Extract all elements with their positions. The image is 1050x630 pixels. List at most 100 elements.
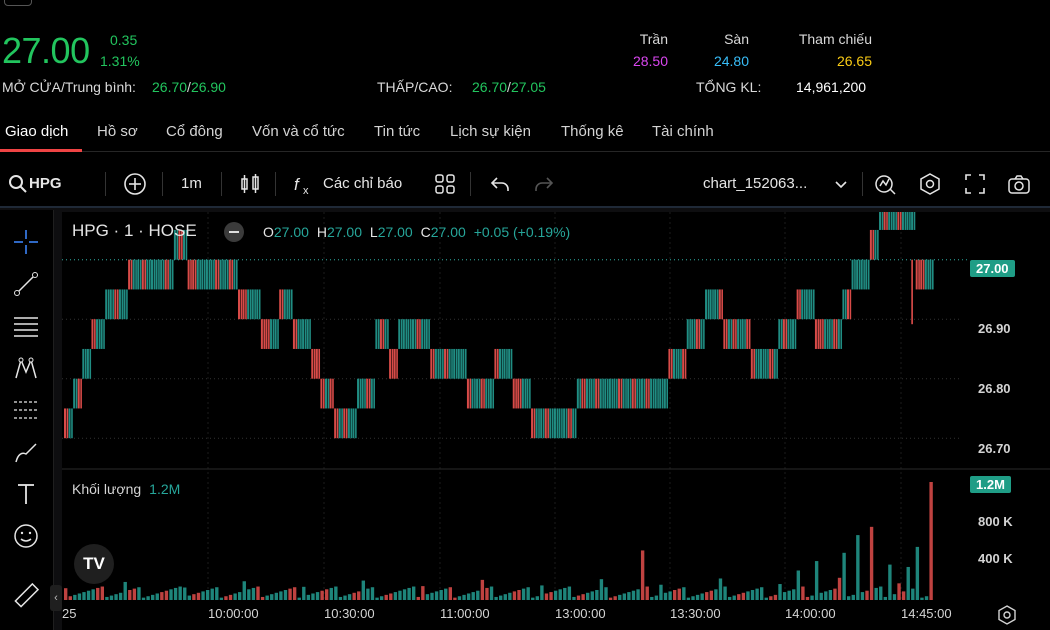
volume-bar [714,589,718,600]
redo-icon[interactable] [532,172,556,196]
text-icon[interactable] [12,480,40,508]
volume-bar [567,586,572,600]
volume-bar [746,591,750,600]
plus-circle-icon[interactable] [123,172,147,196]
volume-bar [201,591,205,600]
search-icon[interactable] [6,172,30,196]
layout-name-button[interactable]: chart_152063... [703,175,808,192]
volume-bar [389,593,393,600]
toolbar-divider [221,172,222,196]
tab-ho-so[interactable]: Hồ sơ [97,123,138,140]
camera-icon[interactable] [1007,172,1031,196]
volume-bar [517,590,521,600]
indicators-button[interactable]: Các chỉ báo [323,175,403,192]
alert-icon[interactable] [873,172,897,196]
volume-bar [448,587,453,600]
active-tab-indicator [0,149,82,152]
svg-text:f: f [294,175,301,194]
undo-icon[interactable] [488,172,512,196]
volume-bar [283,590,288,600]
tab-giao-dich[interactable]: Giao dịch [5,123,69,140]
volume-bar [650,596,654,600]
tab-lich-su-kien[interactable]: Lịch sự kiện [450,123,531,140]
volume-bar [727,596,732,600]
volume-bar [279,591,283,600]
volume-bar [503,594,507,600]
volume-bar [618,594,622,600]
volume-bar [265,595,269,600]
volume-bar [732,595,736,600]
volume-bar [370,587,375,600]
volume-bar [911,588,915,600]
collapse-toolbar-button[interactable]: ‹ [50,585,62,611]
trend-line-icon[interactable] [12,270,40,298]
grid-icon[interactable] [433,172,457,196]
fib-levels-icon[interactable] [12,396,40,424]
volume-bar [343,595,347,600]
brush-icon[interactable] [12,438,40,466]
open-avg-values: 26.70/26.90 [152,79,226,95]
volume-bar [760,587,764,600]
volume-bar [691,596,695,600]
volume-bar [357,591,361,600]
volume-bar [100,586,105,600]
symbol-search[interactable]: HPG [29,175,62,192]
hide-legend-button[interactable] [224,222,244,242]
candles-icon[interactable] [238,172,262,196]
time-tick: 10:30:00 [324,606,375,621]
volume-bar [141,597,146,600]
back-button[interactable] [4,0,32,6]
price-tick: 26.80 [978,381,1011,396]
toolbar-divider [105,172,106,196]
volume-bar [434,591,439,600]
low-key: L [369,224,378,240]
chevron-down-icon[interactable] [829,172,853,196]
tab-co-dong[interactable]: Cổ đông [166,123,223,140]
volume-bar [68,596,72,600]
tab-von-va-co-tuc[interactable]: Vốn và cổ tức [252,123,345,140]
emoji-icon[interactable] [12,522,40,550]
volume-bar [462,594,466,600]
volume-bar [563,587,567,600]
drawing-toolbar [0,210,54,630]
tab-tai-chinh[interactable]: Tài chính [652,123,714,140]
volume-bar [892,594,897,600]
chart-settings-icon[interactable] [996,604,1018,626]
close-val: 27.00 [430,224,466,240]
volume-bar [851,594,855,600]
volume-bar [608,597,613,600]
last-price-badge: 27.00 [970,260,1015,277]
close-key: C [420,224,431,240]
tradingview-logo[interactable]: TV [74,544,114,584]
tab-thong-ke[interactable]: Thống kê [561,123,624,140]
volume-bar [196,592,201,600]
volume-bar [210,588,214,600]
toolbar-divider [470,172,471,196]
interval-button[interactable]: 1m [181,175,202,192]
fullscreen-icon[interactable] [963,172,987,196]
volume-bar [879,586,883,600]
open-val: 27.00 [273,224,309,240]
volume-bar [233,593,237,600]
high-value: 27.05 [510,79,546,95]
hexagon-gear-icon[interactable] [918,172,942,196]
pattern-icon[interactable] [12,354,40,382]
crosshair-icon[interactable] [12,228,40,256]
volume-bar [192,594,196,600]
top-strip [0,0,1050,8]
volume-bar [430,592,434,600]
ruler-icon[interactable] [12,582,40,610]
volume-bar [288,588,292,600]
volume-bar [499,595,503,600]
floor-label: Sàn [724,31,749,47]
volume-bar [764,597,768,600]
tab-tin-tuc[interactable]: Tin tức [374,123,421,140]
low-high-label: THẤP/CAO: [377,79,453,95]
volume-bar [173,587,178,600]
horizontal-lines-icon[interactable] [12,312,40,340]
ceiling-value: 28.50 [632,53,668,69]
volume-bar [219,597,224,600]
volume-bar [581,594,585,600]
price-volume-chart[interactable] [62,200,1050,630]
